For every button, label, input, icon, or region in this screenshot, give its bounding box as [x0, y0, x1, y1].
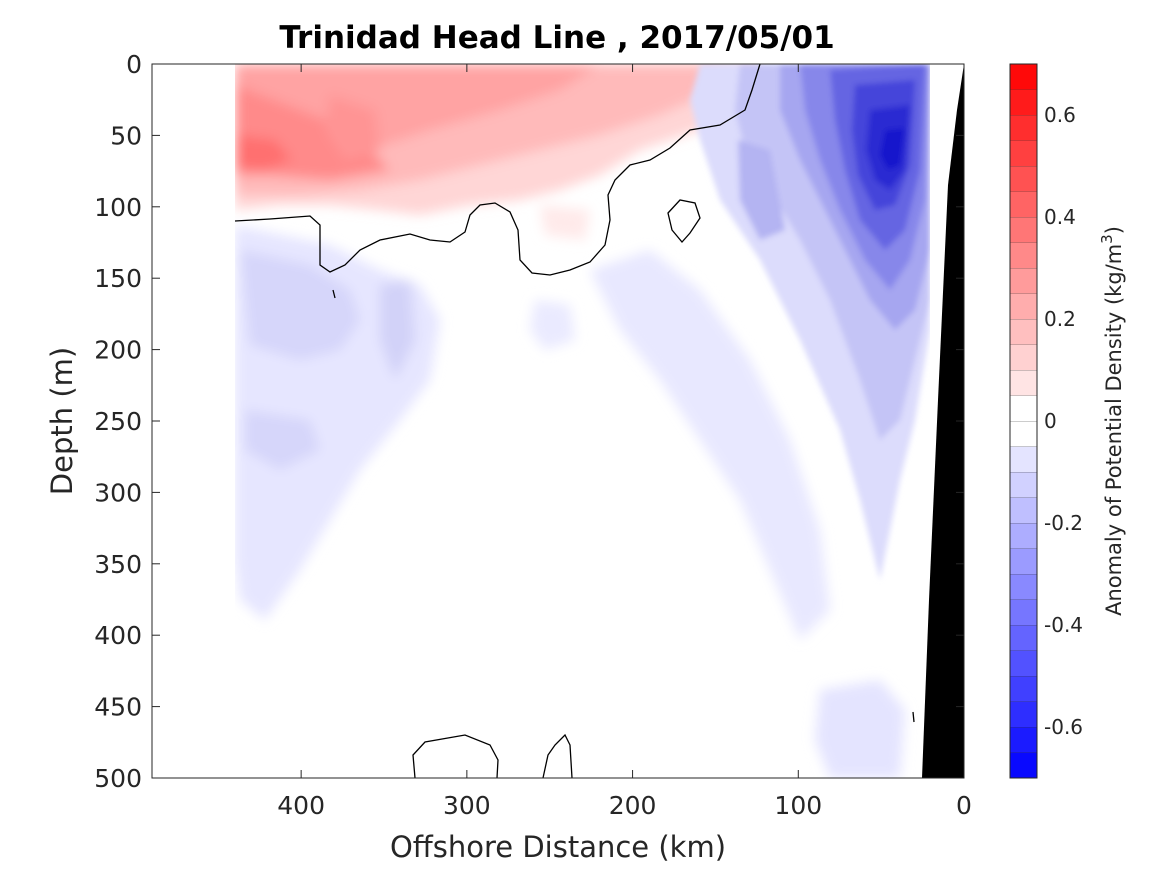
colorbar-level	[1010, 268, 1037, 294]
x-tick-label: 400	[277, 791, 325, 820]
colorbar-tick-label: -0.6	[1044, 715, 1083, 739]
colorbar-level	[1010, 752, 1037, 778]
x-tick-label: 200	[609, 791, 657, 820]
colorbar-level	[1010, 217, 1037, 243]
colorbar-level	[1010, 370, 1037, 396]
colorbar-level	[1010, 64, 1037, 90]
colorbar-level	[1010, 472, 1037, 498]
y-tick-label: 350	[94, 550, 142, 579]
colorbar-tick-label: -0.4	[1044, 613, 1083, 637]
no-data-offshore	[152, 64, 235, 778]
colorbar-level	[1010, 89, 1037, 115]
chart-title: Trinidad Head Line , 2017/05/01	[279, 20, 834, 56]
y-tick-label: 500	[94, 764, 142, 793]
colorbar-level	[1010, 115, 1037, 141]
colorbar-level	[1010, 625, 1037, 651]
y-tick-label: 250	[94, 407, 142, 436]
y-tick-label: 200	[94, 336, 142, 365]
colorbar-level	[1010, 446, 1037, 472]
colorbar-level	[1010, 727, 1037, 753]
colorbar-level	[1010, 344, 1037, 370]
colorbar-level	[1010, 395, 1037, 421]
colorbar-level	[1010, 319, 1037, 345]
colorbar-level	[1010, 166, 1037, 192]
colorbar-tick-label: 0.6	[1044, 103, 1076, 127]
colorbar-level	[1010, 676, 1037, 702]
anomaly-field	[152, 64, 964, 778]
y-tick-label: 0	[126, 50, 142, 79]
colorbar-level	[1010, 574, 1037, 600]
colorbar-level	[1010, 293, 1037, 319]
subsurface-light-anomaly	[235, 225, 905, 778]
colorbar-level	[1010, 140, 1037, 166]
colorbar-level	[1010, 650, 1037, 676]
colorbar-level	[1010, 548, 1037, 574]
colorbar-level	[1010, 497, 1037, 523]
colorbar-label: Anomaly of Potential Density (kg/m3)	[1098, 226, 1126, 616]
x-tick-label: 0	[956, 791, 972, 820]
plot-area	[151, 63, 965, 779]
colorbar-level	[1010, 242, 1037, 268]
colorbar-level	[1010, 599, 1037, 625]
colorbar-level	[1010, 701, 1037, 727]
y-tick-label: 100	[94, 193, 142, 222]
x-tick-label: 300	[443, 791, 491, 820]
bathymetry	[922, 64, 964, 778]
y-tick-label: 400	[94, 621, 142, 650]
colorbar-frame	[1009, 63, 1038, 779]
colorbar: 0.6 0.4 0.2 0 -0.2 -0.4 -0.6	[1009, 63, 1083, 779]
y-tick-label: 50	[110, 121, 142, 150]
y-tick-label: 450	[94, 693, 142, 722]
colorbar-tick-label: -0.2	[1044, 511, 1083, 535]
zero-contours	[234, 64, 915, 778]
y-tick-label: 150	[94, 264, 142, 293]
y-axis: 0 50 100 150 200 250 300 350 400 450 500	[94, 50, 964, 793]
colorbar-tick-label: 0.4	[1044, 205, 1076, 229]
colorbar-level	[1010, 421, 1037, 447]
colorbar-level	[1010, 523, 1037, 549]
coastal-light-core	[690, 64, 930, 580]
colorbar-tick-label: 0	[1044, 409, 1057, 433]
x-tick-label: 100	[774, 791, 822, 820]
colorbar-level	[1010, 191, 1037, 217]
colorbar-tick-label: 0.2	[1044, 307, 1076, 331]
x-axis: 400 300 200 100 0	[277, 64, 972, 820]
x-axis-label: Offshore Distance (km)	[390, 830, 726, 864]
y-axis-label: Depth (m)	[45, 347, 79, 495]
y-tick-label: 300	[94, 478, 142, 507]
surface-dense-anomaly	[235, 64, 760, 240]
